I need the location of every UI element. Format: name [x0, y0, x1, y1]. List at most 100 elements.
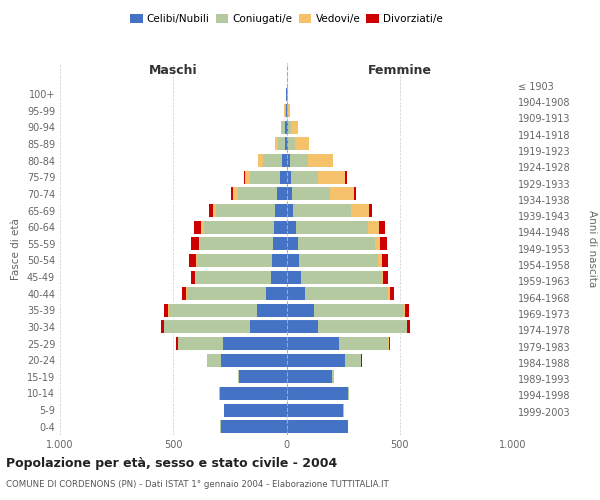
- Bar: [286, 104, 287, 117]
- Bar: [258, 154, 263, 167]
- Bar: [298, 238, 375, 250]
- Bar: [379, 220, 385, 234]
- Bar: [221, 354, 287, 366]
- Bar: [221, 420, 287, 433]
- Bar: [287, 304, 314, 317]
- Bar: [289, 104, 290, 117]
- Bar: [346, 171, 347, 183]
- Bar: [295, 138, 308, 150]
- Bar: [287, 337, 338, 350]
- Bar: [182, 287, 187, 300]
- Text: Femmine: Femmine: [368, 64, 432, 76]
- Bar: [318, 320, 407, 334]
- Bar: [218, 387, 220, 400]
- Bar: [383, 270, 388, 283]
- Bar: [287, 154, 290, 167]
- Bar: [388, 287, 389, 300]
- Bar: [287, 204, 293, 217]
- Bar: [287, 387, 347, 400]
- Bar: [233, 188, 238, 200]
- Bar: [176, 337, 178, 350]
- Bar: [194, 220, 201, 234]
- Bar: [266, 287, 287, 300]
- Bar: [355, 188, 356, 200]
- Bar: [238, 188, 277, 200]
- Bar: [245, 171, 250, 183]
- Y-axis label: Anni di nascita: Anni di nascita: [587, 210, 597, 288]
- Bar: [382, 270, 383, 283]
- Bar: [368, 220, 379, 234]
- Bar: [272, 254, 287, 267]
- Bar: [274, 220, 287, 234]
- Bar: [318, 171, 346, 183]
- Bar: [287, 320, 318, 334]
- Bar: [405, 304, 409, 317]
- Bar: [287, 420, 347, 433]
- Bar: [289, 138, 295, 150]
- Bar: [287, 188, 292, 200]
- Bar: [382, 254, 388, 267]
- Bar: [207, 354, 221, 366]
- Text: COMUNE DI CORDENONS (PN) - Dati ISTAT 1° gennaio 2004 - Elaborazione TUTTITALIA.: COMUNE DI CORDENONS (PN) - Dati ISTAT 1°…: [6, 480, 389, 489]
- Bar: [257, 304, 287, 317]
- Bar: [404, 304, 405, 317]
- Bar: [287, 270, 301, 283]
- Bar: [238, 370, 239, 384]
- Bar: [220, 387, 287, 400]
- Bar: [239, 370, 287, 384]
- Text: Popolazione per età, sesso e stato civile - 2004: Popolazione per età, sesso e stato civil…: [6, 456, 337, 469]
- Bar: [280, 171, 287, 183]
- Bar: [223, 337, 287, 350]
- Bar: [291, 171, 318, 183]
- Bar: [273, 238, 287, 250]
- Bar: [281, 121, 282, 134]
- Bar: [204, 220, 274, 234]
- Bar: [282, 154, 287, 167]
- Bar: [164, 320, 250, 334]
- Bar: [201, 220, 204, 234]
- Bar: [284, 138, 287, 150]
- Bar: [199, 238, 200, 250]
- Bar: [216, 204, 275, 217]
- Bar: [200, 238, 273, 250]
- Bar: [287, 254, 299, 267]
- Bar: [250, 171, 280, 183]
- Legend: Celibi/Nubili, Coniugati/e, Vedovi/e, Divorziati/e: Celibi/Nubili, Coniugati/e, Vedovi/e, Di…: [126, 10, 447, 29]
- Bar: [347, 387, 349, 400]
- Bar: [189, 254, 196, 267]
- Bar: [263, 154, 282, 167]
- Bar: [314, 304, 404, 317]
- Bar: [282, 121, 286, 134]
- Bar: [187, 287, 266, 300]
- Bar: [191, 270, 195, 283]
- Bar: [213, 204, 216, 217]
- Bar: [250, 320, 287, 334]
- Bar: [286, 121, 287, 134]
- Bar: [287, 138, 289, 150]
- Bar: [275, 204, 287, 217]
- Bar: [275, 138, 278, 150]
- Bar: [287, 171, 291, 183]
- Bar: [169, 304, 257, 317]
- Bar: [287, 238, 298, 250]
- Y-axis label: Fasce di età: Fasce di età: [11, 218, 21, 280]
- Bar: [191, 238, 199, 250]
- Bar: [296, 220, 368, 234]
- Bar: [351, 204, 369, 217]
- Bar: [287, 220, 296, 234]
- Bar: [244, 171, 245, 183]
- Bar: [196, 270, 271, 283]
- Bar: [407, 320, 410, 334]
- Bar: [196, 254, 197, 267]
- Bar: [209, 204, 213, 217]
- Bar: [164, 304, 168, 317]
- Bar: [287, 354, 346, 366]
- Bar: [346, 354, 361, 366]
- Bar: [292, 188, 329, 200]
- Bar: [197, 254, 272, 267]
- Bar: [305, 287, 388, 300]
- Bar: [287, 404, 343, 416]
- Bar: [375, 238, 380, 250]
- Bar: [287, 121, 291, 134]
- Bar: [389, 287, 394, 300]
